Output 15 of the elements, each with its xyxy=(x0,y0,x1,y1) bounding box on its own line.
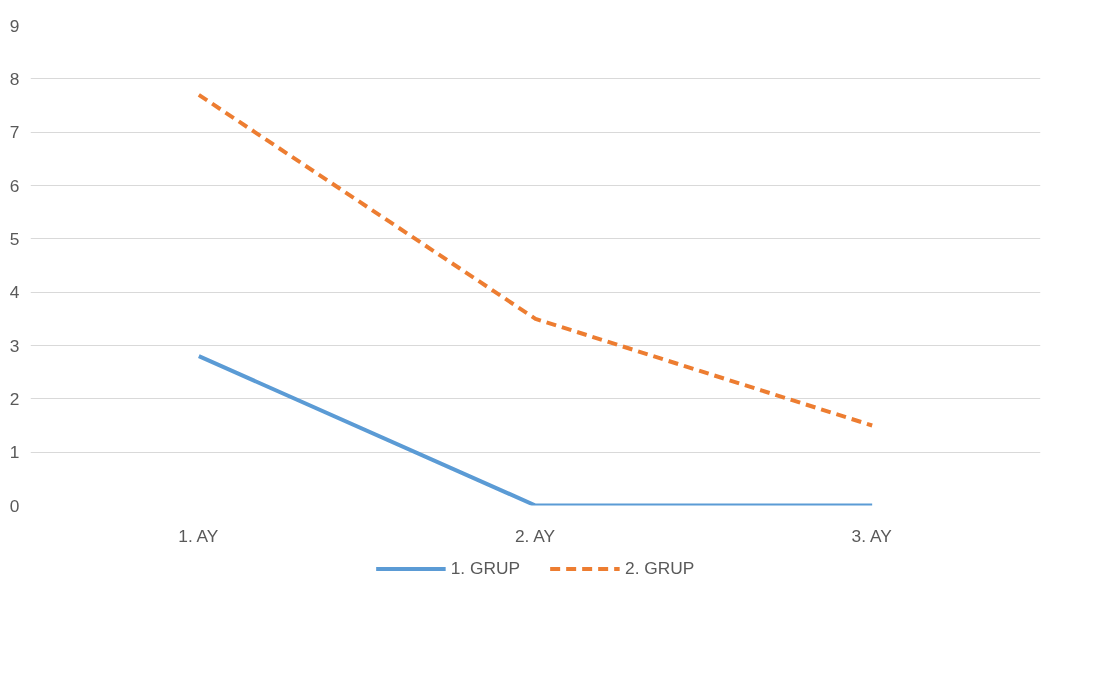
y-tick-label: 0 xyxy=(9,495,20,516)
y-tick-label: 2 xyxy=(9,388,20,409)
y-tick-label: 7 xyxy=(9,122,20,143)
x-tick-label: 2. AY xyxy=(514,525,556,546)
y-tick-label: 4 xyxy=(9,282,20,303)
legend-label: 2. GRUP xyxy=(625,557,695,579)
x-tick-label: 1. AY xyxy=(178,525,219,546)
y-tick-label: 9 xyxy=(9,15,20,36)
x-tick-label: 3. AY xyxy=(851,525,893,546)
y-tick-label: 5 xyxy=(9,228,20,249)
y-tick-label: 8 xyxy=(9,68,20,89)
y-tick-label: 1 xyxy=(9,442,20,463)
y-tick-label: 3 xyxy=(9,335,20,356)
legend-label: 1. GRUP xyxy=(450,557,520,579)
y-tick-label: 6 xyxy=(9,175,20,196)
